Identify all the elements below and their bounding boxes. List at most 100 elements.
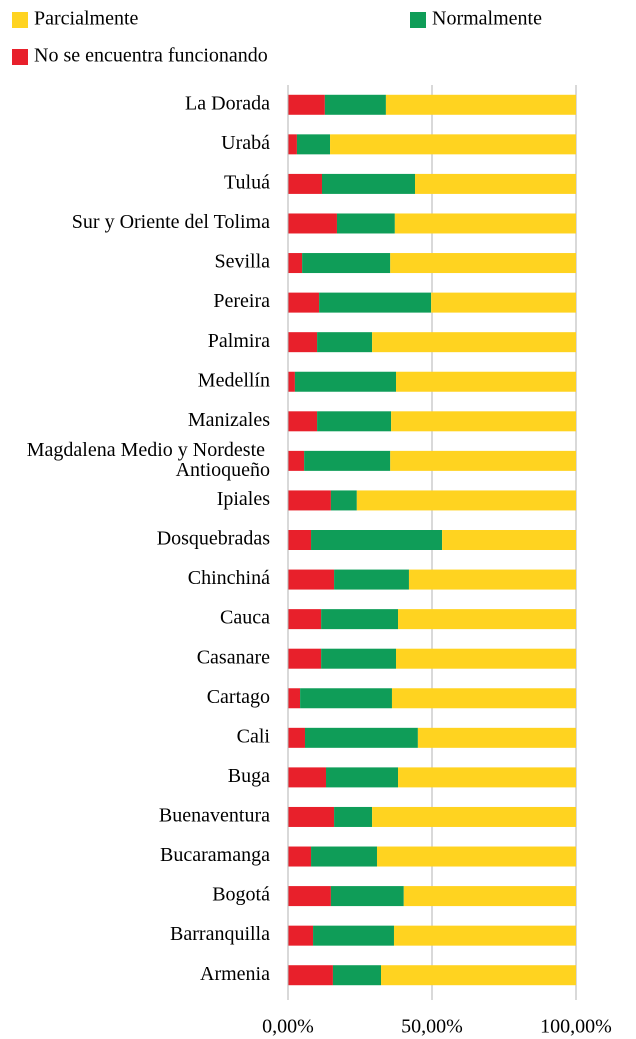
bar-segment	[288, 450, 305, 471]
bar-segment	[324, 94, 386, 115]
bar-segment	[288, 213, 337, 234]
bar-segment	[393, 925, 576, 946]
legend-swatch	[410, 12, 426, 28]
bar-segment	[319, 292, 432, 313]
x-tick-label: 50,00%	[401, 1016, 463, 1038]
bar-segment	[415, 173, 576, 194]
bar-segment	[396, 371, 576, 392]
bar-segment	[311, 846, 377, 867]
y-tick-label: Buga	[228, 765, 270, 787]
bar-segment	[288, 767, 327, 788]
bar-segment	[408, 569, 576, 590]
bar-segment	[396, 648, 576, 669]
y-tick-label: Dosquebradas	[157, 528, 271, 550]
bar-segment	[288, 846, 312, 867]
bar-segment	[385, 94, 576, 115]
y-tick-label: Manizales	[188, 409, 270, 431]
legend-label: Normalmente	[432, 8, 542, 30]
bar-segment	[417, 727, 576, 748]
y-tick-label: Bogotá	[212, 884, 270, 906]
bar-segment	[288, 253, 303, 274]
bar-segment	[356, 490, 576, 511]
y-tick-label: Urabá	[221, 132, 270, 154]
bar-segment	[394, 213, 576, 234]
bar-segment	[321, 173, 416, 194]
legend-label: No se encuentra funcionando	[34, 45, 268, 67]
bar-segment	[288, 411, 318, 432]
bar-segment	[288, 569, 335, 590]
bar-segment	[288, 134, 297, 155]
bar-segment	[288, 727, 305, 748]
bar-segment	[317, 332, 373, 353]
y-tick-label: Sevilla	[214, 251, 270, 273]
bar-segment	[334, 569, 409, 590]
bar-segment	[288, 806, 335, 827]
bar-segment	[300, 688, 392, 709]
y-tick-label: Cauca	[220, 607, 270, 629]
bar-segment	[288, 94, 325, 115]
bar-segment	[317, 411, 392, 432]
y-tick-label: Barranquilla	[170, 923, 270, 945]
bar-segment	[372, 806, 576, 827]
bar-segment	[390, 253, 576, 274]
bar-segment	[304, 727, 418, 748]
y-tick-label: Medellín	[198, 369, 270, 391]
bar-segment	[332, 965, 382, 986]
bar-segment	[288, 530, 312, 550]
bar-segment	[288, 371, 295, 392]
y-tick-label: Chinchiná	[188, 567, 270, 589]
bar-segment	[398, 609, 576, 630]
bar-segment	[326, 767, 399, 788]
y-tick-label: Palmira	[208, 330, 270, 352]
bar-segment	[288, 688, 301, 709]
bar-segment	[376, 846, 576, 867]
legend-swatch	[12, 12, 28, 28]
y-tick-label: Pereira	[213, 290, 270, 312]
bar-segment	[321, 609, 399, 630]
bar-segment	[330, 886, 404, 907]
bar-segment	[390, 450, 576, 471]
bar-segment	[336, 213, 395, 234]
y-tick-label: Cali	[237, 725, 271, 747]
bar-segment	[391, 411, 576, 432]
y-tick-label: Casanare	[197, 646, 270, 668]
legend-swatch	[12, 49, 28, 65]
bar-segment	[330, 134, 576, 155]
x-tick-label: 100,00%	[540, 1016, 612, 1038]
bar-segment	[403, 886, 576, 907]
bar-segment	[302, 253, 391, 274]
bar-segment	[288, 648, 322, 669]
bar-segment	[304, 450, 391, 471]
bar-segment	[288, 490, 331, 511]
y-tick-label: Magdalena Medio y Nordeste Antioqueño	[27, 438, 270, 480]
x-tick-label: 0,00%	[262, 1016, 314, 1038]
bar-segment	[391, 688, 576, 709]
bar-segment	[296, 134, 331, 155]
bar-segment	[372, 332, 576, 353]
bar-segment	[330, 490, 357, 511]
bar-segment	[334, 806, 373, 827]
bar-segment	[288, 886, 331, 907]
bar-segment	[288, 609, 322, 630]
bar-segment	[381, 965, 576, 986]
bar-segment	[321, 648, 396, 669]
y-tick-label: Ipiales	[217, 488, 271, 510]
y-tick-label: La Dorada	[185, 92, 270, 114]
bar-segment	[288, 292, 320, 313]
bar-segment	[288, 925, 314, 946]
y-tick-label: Bucaramanga	[160, 844, 270, 866]
y-tick-label: Sur y Oriente del Tolima	[72, 211, 270, 233]
bar-segment	[294, 371, 396, 392]
bar-segment	[311, 530, 443, 550]
bar-segment	[288, 965, 333, 986]
y-tick-label: Armenia	[200, 963, 270, 985]
y-tick-label: Buenaventura	[159, 805, 270, 827]
bar-segment	[288, 332, 318, 353]
bar-segment	[313, 925, 394, 946]
legend-label: Parcialmente	[34, 8, 139, 30]
y-tick-label: Cartago	[207, 686, 270, 708]
bar-segment	[288, 173, 322, 194]
bar-segment	[431, 292, 576, 313]
bar-segment	[398, 767, 576, 788]
